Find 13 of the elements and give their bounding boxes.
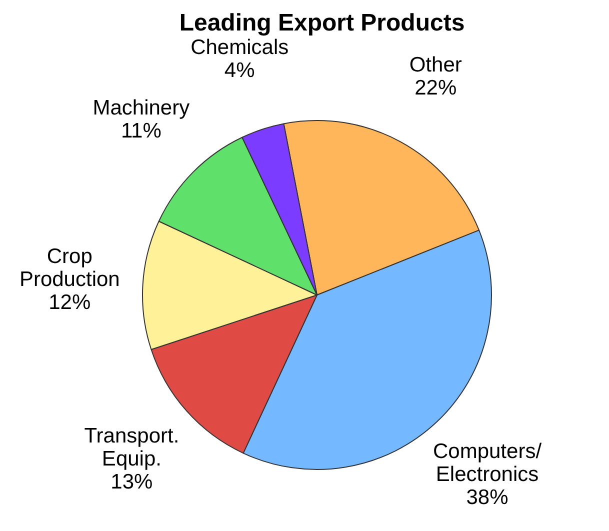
slice-label: Chemicals — [190, 36, 289, 59]
slice-label: Other — [409, 54, 462, 77]
data-label: 4% — [224, 58, 255, 82]
data-label: 12% — [48, 291, 91, 314]
data-label: 38% — [466, 486, 508, 509]
data-label: 13% — [110, 470, 153, 494]
slice-label: Machinery — [92, 96, 190, 120]
data-label: 11% — [120, 120, 162, 143]
slice-label: Computers/ Electronics — [432, 440, 542, 486]
chart-title: Leading Export Products — [179, 10, 465, 37]
slice-label: Transport. Equip. — [84, 424, 180, 470]
data-label: 22% — [414, 76, 457, 100]
slice-label: Crop Production — [19, 245, 120, 292]
